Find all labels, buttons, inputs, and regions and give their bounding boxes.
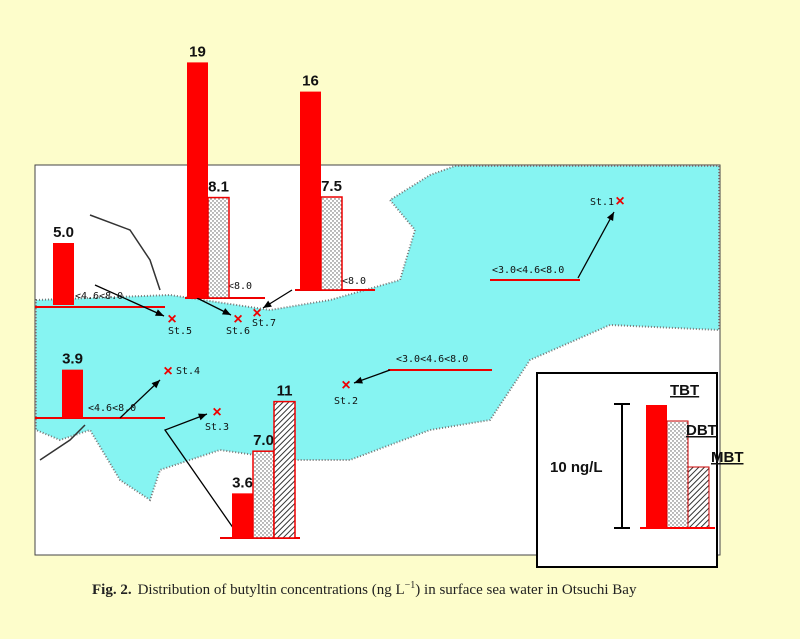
value-label: 5.0 [53, 224, 74, 241]
value-label: 3.9 [62, 351, 83, 368]
arrow-head [606, 212, 614, 221]
below-limit: <3.0<4.6<8.0 [396, 354, 468, 365]
caption-part: ) in surface sea water in Otsuchi Bay [415, 582, 637, 598]
below-limit: <3.0<4.6<8.0 [492, 265, 564, 276]
station-marker: × [212, 404, 221, 421]
legend-swatch [666, 420, 689, 529]
caption: Fig. 2. Distribution of butyltin concentr… [92, 580, 637, 598]
station-name: St.1 [590, 197, 614, 208]
bar [232, 493, 253, 538]
station-name: St.2 [334, 396, 358, 407]
bar [320, 196, 343, 291]
river [39, 424, 86, 461]
arrow [94, 284, 165, 317]
caption-part: Fig. 2. [92, 582, 132, 598]
station-marker: × [167, 311, 176, 328]
scale-label: 10 ng/L [550, 459, 603, 476]
bar [62, 369, 83, 418]
below-limit: <4.6<8.0 [75, 291, 123, 302]
bar [273, 400, 296, 539]
value-label: 8.1 [208, 179, 229, 196]
arrow-head [198, 413, 207, 421]
legend-swatch [646, 405, 667, 528]
station-name: St.3 [205, 422, 229, 433]
station-marker: × [341, 377, 350, 394]
value-label: 11 [277, 383, 293, 400]
legend-label: DBT [686, 422, 717, 439]
station-name: St.6 [226, 326, 250, 337]
legend-swatch [687, 466, 710, 529]
arrow-head [222, 308, 231, 315]
arrow [577, 211, 615, 279]
river [89, 214, 161, 291]
station-name: St.7 [252, 318, 276, 329]
value-label: 7.5 [321, 178, 342, 195]
bar [187, 62, 208, 299]
station-marker: × [233, 311, 242, 328]
bar [207, 196, 230, 299]
station-name: St.4 [176, 366, 200, 377]
arrow-head [354, 376, 363, 384]
legend-label: MBT [711, 449, 744, 466]
value-label: 7.0 [253, 432, 274, 449]
station-name: St.5 [168, 326, 192, 337]
sea [35, 165, 720, 502]
station-marker: × [615, 193, 624, 210]
arrow-head [151, 380, 160, 389]
bar [53, 243, 74, 305]
legend-label: TBT [670, 382, 699, 399]
map-frame [34, 164, 721, 556]
below-limit: <8.0 [342, 276, 366, 287]
arrow [119, 379, 161, 419]
station-marker: × [163, 363, 172, 380]
caption-part: Distribution of butyltin concentrations … [138, 582, 405, 598]
bar [252, 450, 275, 539]
below-limit: <8.0 [228, 281, 252, 292]
value-label: 16 [302, 73, 319, 90]
arrow [163, 413, 237, 533]
value-label: 19 [189, 43, 206, 60]
arrow-head [155, 309, 164, 316]
legend: 10 ng/L TBT DBT MBT [550, 382, 744, 529]
arrow-head [263, 300, 272, 308]
below-limit: <4.6<8.0 [88, 403, 136, 414]
caption-part: −1 [405, 580, 416, 591]
value-label: 3.6 [232, 474, 253, 491]
station-marker: × [252, 305, 261, 322]
bar [300, 91, 321, 290]
